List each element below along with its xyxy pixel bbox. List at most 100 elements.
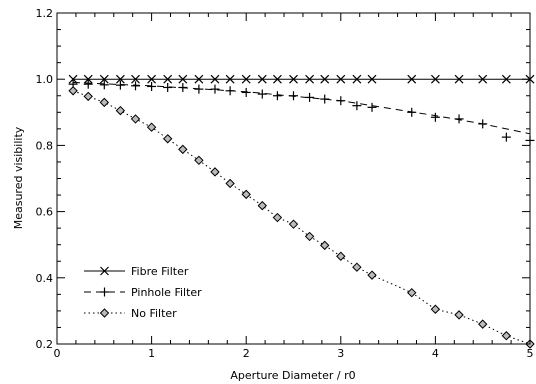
legend-marker-no-filter [99, 308, 110, 318]
legend-marker-fibre-filter [100, 266, 109, 276]
series-line-pinhole-filter [73, 82, 531, 135]
data-point-pinhole-filter [163, 82, 173, 92]
data-point-fibre-filter [407, 74, 417, 84]
legend-label-fibre-filter: Fibre Filter [131, 265, 189, 278]
legend-entry-fibre-filter: Fibre Filter [84, 265, 189, 278]
data-point-fibre-filter [257, 74, 267, 84]
data-point-pinhole-filter [210, 84, 220, 94]
data-point-pinhole-filter [241, 87, 251, 97]
data-point-no-filter [225, 178, 235, 189]
x-tick-label: 1 [148, 347, 155, 360]
data-point-no-filter [83, 91, 93, 102]
data-point-fibre-filter [352, 74, 362, 84]
data-point-no-filter [68, 86, 78, 96]
data-point-pinhole-filter [336, 96, 346, 106]
data-point-no-filter [352, 262, 362, 272]
y-tick-label: 1.0 [36, 73, 54, 86]
legend-marker-pinhole-filter [100, 287, 109, 297]
data-point-no-filter [99, 97, 110, 108]
data-point-no-filter [272, 212, 283, 223]
plot-marks [68, 74, 535, 349]
data-point-pinhole-filter [430, 112, 440, 122]
data-point-fibre-filter [83, 74, 93, 84]
x-tick-label: 3 [337, 347, 344, 360]
series-pinhole-filter [68, 79, 535, 145]
data-point-fibre-filter [430, 74, 440, 84]
data-point-fibre-filter [163, 74, 173, 84]
data-point-no-filter [288, 219, 299, 229]
data-point-pinhole-filter [99, 80, 109, 90]
data-point-fibre-filter [320, 74, 330, 84]
data-point-pinhole-filter [257, 89, 267, 99]
data-point-fibre-filter [194, 74, 204, 84]
data-point-pinhole-filter [131, 81, 141, 91]
data-point-no-filter [336, 251, 346, 261]
legend-label-pinhole-filter: Pinhole Filter [131, 286, 202, 299]
y-tick-label: 0.4 [36, 272, 54, 285]
data-point-fibre-filter [478, 74, 488, 84]
data-point-pinhole-filter [289, 91, 298, 101]
data-point-fibre-filter [305, 74, 315, 84]
series-fibre-filter [68, 74, 535, 84]
data-point-pinhole-filter [320, 94, 330, 104]
x-tick-label: 5 [527, 347, 534, 360]
data-point-no-filter [130, 114, 141, 124]
data-point-fibre-filter [225, 74, 235, 84]
data-point-no-filter [320, 240, 330, 251]
data-point-pinhole-filter [454, 114, 464, 124]
legend-label-no-filter: No Filter [131, 307, 177, 320]
data-point-fibre-filter [367, 74, 377, 84]
legend: Fibre Filter Pinhole Filter No Filter [84, 265, 202, 320]
data-point-pinhole-filter [194, 84, 204, 94]
data-point-pinhole-filter [352, 101, 362, 111]
data-point-no-filter [454, 310, 464, 320]
data-point-pinhole-filter [501, 132, 511, 142]
data-point-no-filter [241, 189, 251, 200]
data-point-fibre-filter [272, 74, 282, 84]
data-point-pinhole-filter [147, 81, 157, 91]
data-point-no-filter [178, 144, 188, 155]
data-point-pinhole-filter [367, 102, 377, 112]
data-point-fibre-filter [99, 74, 109, 84]
data-point-fibre-filter [336, 74, 346, 84]
data-point-pinhole-filter [305, 92, 315, 102]
series-no-filter [68, 86, 535, 349]
data-point-fibre-filter [241, 74, 251, 84]
data-point-no-filter [407, 287, 417, 298]
data-point-fibre-filter [147, 74, 157, 84]
plot-frame [56, 12, 531, 345]
data-point-pinhole-filter [83, 79, 93, 89]
y-axis-label: Measured visibility [12, 126, 25, 229]
x-tick-label: 0 [54, 347, 61, 360]
data-point-fibre-filter [68, 74, 78, 84]
data-point-no-filter [501, 331, 512, 341]
data-point-fibre-filter [131, 74, 140, 84]
axis-ticks: 0 1 2 3 4 5 0.2 0.4 0.6 0.8 1.0 1.2 [36, 7, 534, 360]
data-point-no-filter [304, 231, 315, 242]
data-point-fibre-filter [289, 74, 298, 84]
y-tick-label: 0.8 [36, 139, 54, 152]
y-tick-label: 1.2 [36, 7, 54, 20]
data-point-fibre-filter [454, 74, 464, 84]
x-tick-label: 2 [243, 347, 250, 360]
data-point-pinhole-filter [178, 82, 188, 92]
y-tick-label: 0.6 [36, 206, 54, 219]
data-point-pinhole-filter [478, 119, 488, 129]
x-axis-label: Aperture Diameter / r0 [230, 369, 355, 382]
data-point-no-filter [194, 155, 204, 166]
data-point-fibre-filter [210, 74, 220, 84]
data-point-no-filter [257, 200, 267, 211]
y-tick-label: 0.2 [36, 338, 54, 351]
data-point-fibre-filter [501, 74, 511, 84]
data-point-fibre-filter [115, 74, 125, 84]
data-point-pinhole-filter [225, 86, 235, 96]
data-point-no-filter [146, 122, 157, 132]
data-point-fibre-filter [178, 74, 188, 84]
data-point-pinhole-filter [272, 91, 282, 101]
data-point-no-filter [162, 134, 173, 144]
data-point-no-filter [367, 270, 377, 280]
legend-entry-pinhole-filter: Pinhole Filter [84, 286, 202, 299]
legend-entry-no-filter: No Filter [84, 307, 177, 320]
data-point-no-filter [210, 167, 220, 177]
